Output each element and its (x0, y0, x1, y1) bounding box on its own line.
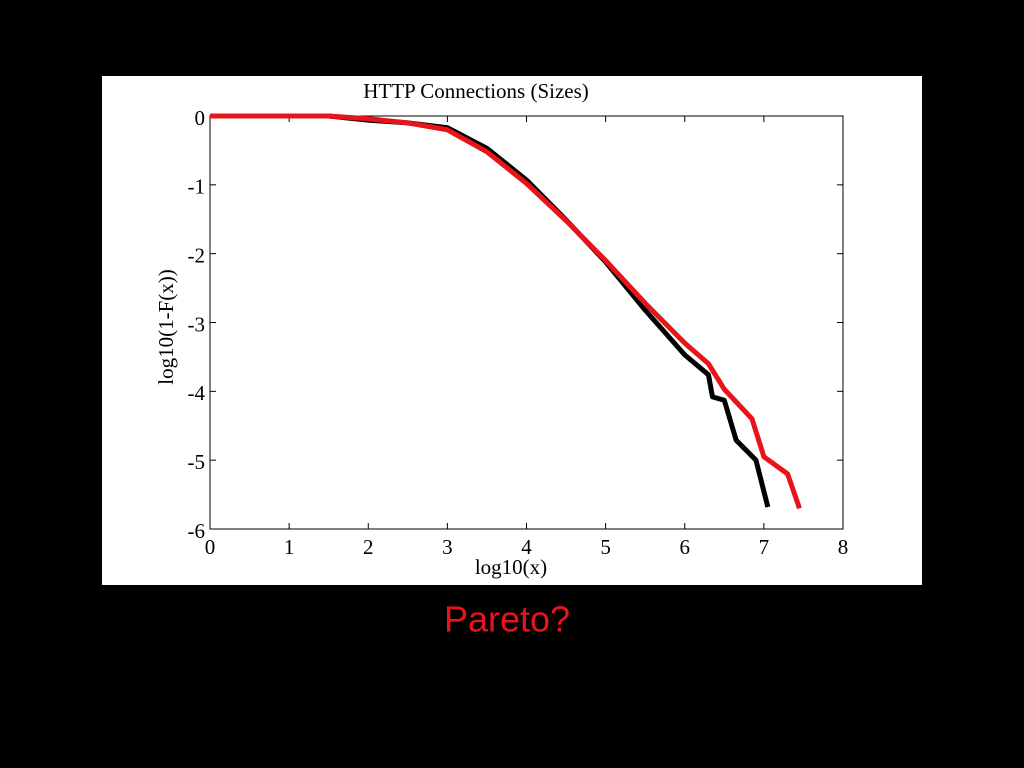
series-line (210, 113, 802, 510)
y-tick-label: -3 (188, 312, 206, 336)
y-tick-label: 0 (195, 106, 206, 130)
x-tick-label: 4 (521, 535, 532, 559)
chart-panel (102, 76, 922, 585)
x-tick-label: 2 (363, 535, 374, 559)
x-tick-label: 1 (284, 535, 295, 559)
y-axis-label: log10(1-F(x)) (154, 269, 178, 384)
x-tick-label: 0 (205, 535, 216, 559)
x-tick-label: 8 (838, 535, 849, 559)
x-tick-label: 5 (600, 535, 611, 559)
y-tick-label: -6 (188, 519, 206, 543)
y-tick-label: -5 (188, 450, 206, 474)
annotation: Pareto? (444, 599, 570, 640)
y-tick-label: -1 (188, 175, 206, 199)
x-tick-label: 7 (759, 535, 770, 559)
x-tick-label: 3 (442, 535, 453, 559)
y-tick-label: -2 (188, 243, 206, 267)
x-tick-label: 6 (680, 535, 691, 559)
x-axis-label: log10(x) (475, 555, 547, 579)
chart-title: HTTP Connections (Sizes) (363, 79, 589, 103)
y-tick-label: -4 (188, 381, 206, 405)
